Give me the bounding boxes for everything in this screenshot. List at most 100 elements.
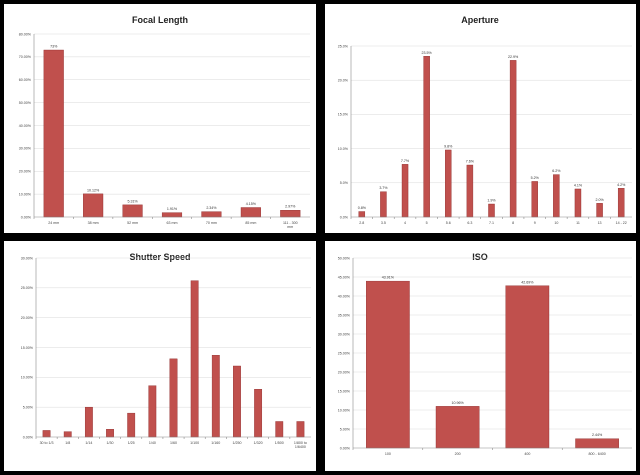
y-tick-label: 15.00% <box>338 389 351 393</box>
data-label: 10.96% <box>452 401 465 405</box>
data-label: 22.9% <box>508 55 519 59</box>
y-tick-label: 20.00% <box>338 370 351 374</box>
y-tick-label: 35.00% <box>338 313 351 317</box>
bar-shutter-11 <box>275 421 284 438</box>
bar-aperture-2 <box>401 164 409 218</box>
bar-aperture-10 <box>574 188 582 218</box>
x-tick-label: 10 <box>554 221 558 225</box>
bar-iso-0 <box>366 280 410 449</box>
bar-aperture-1 <box>380 191 387 218</box>
x-tick-label: 1/500 <box>275 441 284 445</box>
y-tick-label: 50.00% <box>338 256 351 260</box>
x-tick-label: 11 <box>576 221 580 225</box>
data-label: 7.7% <box>401 159 410 163</box>
x-tick-label: 30 to 1/3 <box>40 441 54 445</box>
data-label: 43.91% <box>382 276 395 280</box>
shutter-speed-chart-svg: Shutter Speed 0.00% 5.00% 10.00% 15.00% 20.0… <box>21 252 311 449</box>
x-tick-label: 63 mm <box>167 221 178 225</box>
x-tick-label: 1/40 <box>149 441 156 445</box>
y-tick-label: 0.0% <box>340 215 349 219</box>
bar-shutter-5 <box>148 385 157 438</box>
y-tick-label: 25.0% <box>338 44 349 48</box>
y-tick-label: 25.00% <box>21 286 34 290</box>
x-tick-label: 400 <box>524 452 530 456</box>
x-tick-label: 200 <box>455 452 461 456</box>
y-tick-label: 80.00% <box>19 32 32 36</box>
data-label: 4.1% <box>574 183 583 187</box>
bar-aperture-9 <box>553 174 560 218</box>
x-tick-label: 1/25 <box>128 441 135 445</box>
y-tick-label: 40.00% <box>338 294 351 298</box>
y-tick-label: 45.00% <box>338 275 351 279</box>
data-label: 42.69% <box>521 280 534 284</box>
y-tick-label: 20.00% <box>19 170 32 174</box>
bar-focal-1 <box>83 193 104 218</box>
y-tick-label: 30.00% <box>19 147 32 151</box>
y-tick-label: 5.00% <box>23 405 34 409</box>
bar-aperture-0 <box>358 211 366 218</box>
aperture-chart-svg: Aperture 0.8% 3.7% 7.7% 23.5% 9.8% 7.6% 1.9% 22… <box>338 15 632 225</box>
data-label: 3.7% <box>379 186 388 190</box>
shutter-speed-chart: Shutter Speed 0.00% 5.00% 10.00% 15.00% 20.0… <box>4 241 316 471</box>
shutter-speed-chart-title: Shutter Speed <box>129 252 190 262</box>
x-tick-label: 4 <box>404 221 406 225</box>
x-tick-label: 7.1 <box>489 221 494 225</box>
bar-aperture-11 <box>596 203 603 218</box>
bar-focal-4 <box>201 211 222 218</box>
bar-shutter-8 <box>211 355 220 438</box>
bar-focal-2 <box>122 204 143 218</box>
data-label: 6.2% <box>552 169 561 173</box>
iso-chart-title: ISO <box>472 252 488 262</box>
x-tick-label: 2.8 <box>359 221 364 225</box>
x-tick-label: 1/100 <box>190 441 199 445</box>
bar-aperture-8 <box>531 181 538 218</box>
bar-aperture-4 <box>445 149 452 218</box>
bar-shutter-0 <box>42 430 51 438</box>
bar-shutter-12 <box>296 421 305 438</box>
bar-aperture-5 <box>466 164 474 218</box>
x-tick-label: 100 <box>385 452 391 456</box>
bar-focal-3 <box>161 212 183 218</box>
x-tick-label: 52 mm <box>127 221 138 225</box>
x-tick-label: 38 mm <box>88 221 99 225</box>
y-tick-label: 30.00% <box>21 256 34 260</box>
y-tick-label: 15.0% <box>338 113 349 117</box>
y-tick-label: 0.00% <box>23 435 34 439</box>
bar-focal-5 <box>240 207 261 218</box>
bar-focal-0 <box>43 49 64 218</box>
bar-focal-6 <box>280 210 301 218</box>
aperture-chart-title: Aperture <box>461 15 499 25</box>
bar-iso-3 <box>575 438 619 449</box>
y-tick-label: 30.00% <box>338 332 351 336</box>
data-label: 4.2% <box>617 183 626 187</box>
y-tick-label: 5.00% <box>340 427 351 431</box>
data-label: 73% <box>50 45 58 49</box>
bar-shutter-9 <box>233 365 241 438</box>
bar-shutter-3 <box>106 429 114 438</box>
focal-length-chart-title: Focal Length <box>132 15 188 25</box>
y-tick-label: 10.0% <box>338 147 349 151</box>
x-tick-label: 14 - 22 <box>616 221 627 225</box>
iso-chart: ISO 43.91% 10.96% 42.69% 2.44% 0.00% 5.00% 10… <box>325 241 636 471</box>
bar-iso-1 <box>435 406 480 449</box>
bar-shutter-6 <box>169 358 178 438</box>
y-tick-label: 70.00% <box>19 55 32 59</box>
y-tick-label: 40.00% <box>19 124 32 128</box>
data-label: 23.5% <box>422 51 433 55</box>
x-tick-label: 3.5 <box>381 221 386 225</box>
data-label: 0.8% <box>358 206 367 210</box>
aperture-chart: Aperture 0.8% 3.7% 7.7% 23.5% 9.8% 7.6% 1.9% 22… <box>325 4 636 233</box>
x-tick-label: 1/60 <box>170 441 177 445</box>
x-tick-label: 1/800 to 1/6400 <box>294 441 307 449</box>
data-label: 1.91% <box>167 207 178 211</box>
bar-shutter-2 <box>84 406 93 438</box>
bar-shutter-1 <box>63 431 72 438</box>
bar-aperture-12 <box>617 188 625 218</box>
iso-chart-svg: ISO 43.91% 10.96% 42.69% 2.44% 0.00% 5.00% 10… <box>338 252 632 456</box>
x-tick-label: 1/250 <box>232 441 241 445</box>
y-tick-label: 60.00% <box>19 78 32 82</box>
focal-length-chart-svg: Focal Length 73% 10.12% 5.31% 1.91% 2.34% 4.1… <box>19 15 310 229</box>
x-tick-label: 13 <box>598 221 602 225</box>
x-tick-label: 6.3 <box>467 221 472 225</box>
x-tick-label: 85 mm <box>245 221 256 225</box>
